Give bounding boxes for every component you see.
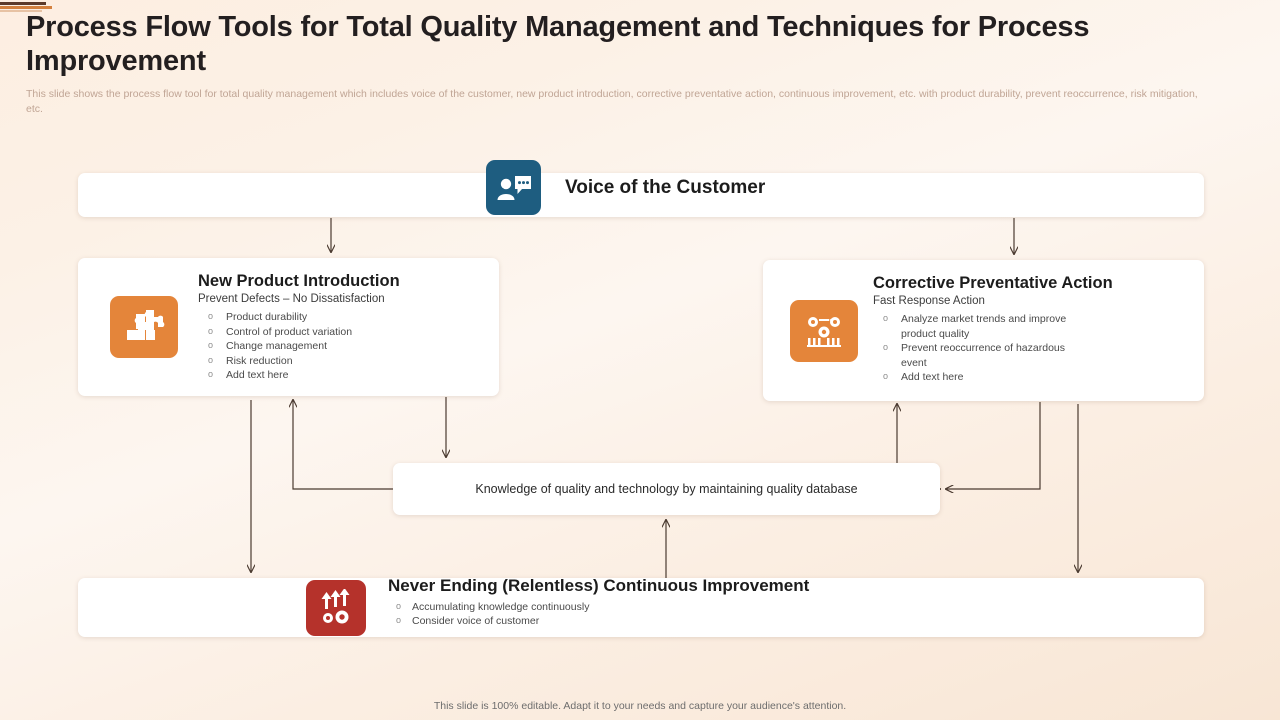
npi-text: New Product Introduction Prevent Defects…	[198, 266, 489, 388]
npi-title: New Product Introduction	[198, 272, 400, 290]
person-speech-bubble-icon	[486, 160, 541, 215]
never-ending-content: Never Ending (Relentless) Continuous Imp…	[306, 571, 809, 636]
new-product-introduction-card[interactable]: New Product Introduction Prevent Defects…	[78, 258, 499, 396]
knowledge-database-text: Knowledge of quality and technology by m…	[475, 482, 858, 496]
never-ending-improvement-card[interactable]: Never Ending (Relentless) Continuous Imp…	[78, 576, 1204, 637]
never-ending-title: Never Ending (Relentless) Continuous Imp…	[388, 576, 810, 595]
puzzle-pieces-icon	[110, 296, 178, 358]
npi-subtitle: Prevent Defects – No Dissatisfaction	[198, 293, 385, 306]
list-item: Add text here	[873, 370, 1194, 384]
arrows-gears-growth-icon	[306, 580, 366, 636]
npi-body: New Product Introduction Prevent Defects…	[78, 258, 499, 396]
slide-header: Process Flow Tools for Total Quality Man…	[26, 10, 1220, 116]
npi-bullet-list: Product durability Control of product va…	[198, 310, 489, 382]
list-item: Control of product variation	[198, 325, 489, 339]
voice-of-customer-content: Voice of the Customer	[486, 160, 765, 215]
footer-note: This slide is 100% editable. Adapt it to…	[433, 700, 847, 712]
cpa-title: Corrective Preventative Action	[873, 274, 1113, 292]
never-ending-text: Never Ending (Relentless) Continuous Imp…	[388, 571, 809, 629]
list-item: Product durability	[198, 310, 489, 324]
cpa-bullet-list: Analyze market trends and improve produc…	[873, 312, 1194, 384]
never-ending-bullet-list: Accumulating knowledge continuously Cons…	[388, 600, 809, 629]
list-item: Prevent reoccurrence of hazardous event	[873, 341, 1073, 370]
page-title: Process Flow Tools for Total Quality Man…	[26, 11, 1090, 78]
npi-icon-wrap	[90, 266, 198, 388]
list-item: Add text here	[198, 368, 489, 382]
decor-rule-orange	[0, 6, 52, 9]
decor-rule-dark	[0, 2, 46, 5]
cpa-text: Corrective Preventative Action Fast Resp…	[873, 268, 1194, 393]
decor-rule-tan	[0, 10, 42, 12]
arrow-cpa-to-knowledge	[946, 402, 1041, 489]
gears-process-icon	[790, 299, 858, 362]
cpa-icon-wrap	[775, 268, 873, 393]
cpa-body: Corrective Preventative Action Fast Resp…	[763, 260, 1204, 401]
cpa-subtitle: Fast Response Action	[873, 295, 985, 308]
corrective-preventative-action-card[interactable]: Corrective Preventative Action Fast Resp…	[763, 260, 1204, 401]
list-item: Analyze market trends and improve produc…	[873, 312, 1073, 341]
list-item: Consider voice of customer	[388, 614, 809, 628]
list-item: Accumulating knowledge continuously	[388, 600, 809, 614]
list-item: Change management	[198, 339, 489, 353]
voice-of-customer-card[interactable]: Voice of the Customer	[78, 160, 1204, 217]
page-subtitle: This slide shows the process flow tool f…	[26, 88, 1198, 115]
knowledge-database-card[interactable]: Knowledge of quality and technology by m…	[393, 463, 940, 515]
voice-of-customer-title: Voice of the Customer	[565, 176, 766, 198]
list-item: Risk reduction	[198, 354, 489, 368]
